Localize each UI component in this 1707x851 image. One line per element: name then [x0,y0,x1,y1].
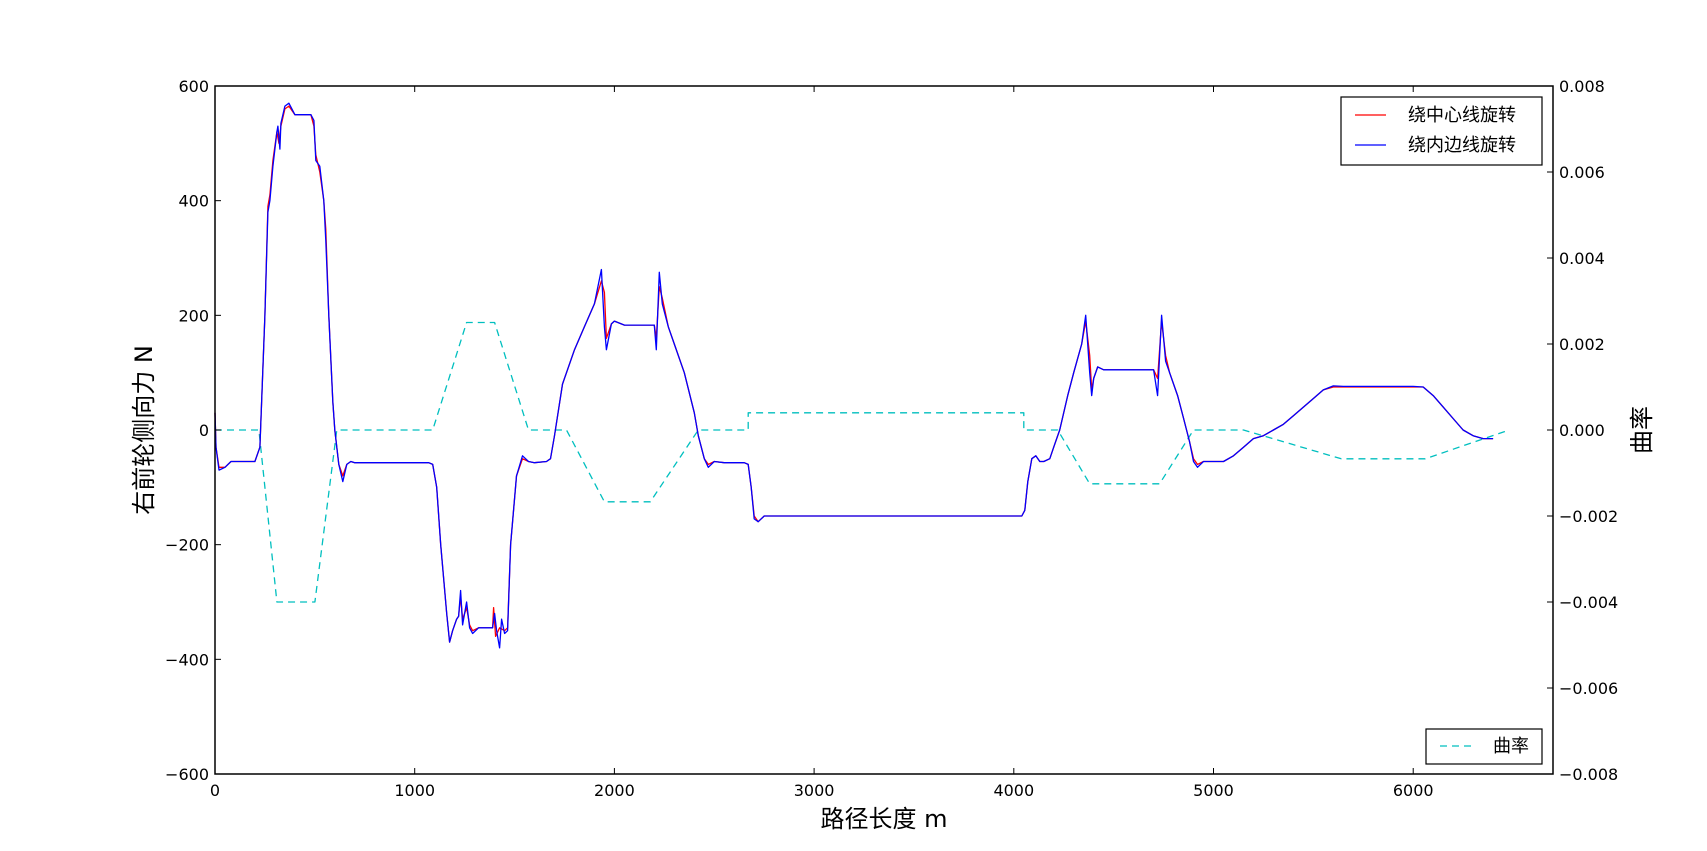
legend-label-center: 绕中心线旋转 [1408,105,1516,126]
legend-top-box [1340,96,1543,166]
x-tick-label: 2000 [594,781,635,800]
series-line-0 [214,105,1494,643]
y-tick-label: 200 [178,306,209,325]
legend-label-curvature: 曲率 [1493,736,1529,757]
y2-tick-label: −0.008 [1559,765,1618,784]
legend-top: 绕中心线旋转 绕内边线旋转 [1340,96,1543,166]
y-tick-label: −200 [165,536,209,555]
y2-tick-label: 0.006 [1559,163,1605,182]
y2-tick-label: 0.000 [1559,421,1605,440]
y2-tick-label: −0.004 [1559,593,1618,612]
legend-label-inner: 绕内边线旋转 [1408,135,1516,156]
series-line-1 [214,102,1494,649]
y2-tick-label: −0.002 [1559,507,1618,526]
plot-lines [214,102,1510,649]
y-tick-label: −400 [165,650,209,669]
x-axis-title: 路径长度 m [820,805,947,833]
legend-bottom: 曲率 [1425,728,1543,765]
x-tick-label: 0 [210,781,220,800]
y2-tick-label: 0.004 [1559,249,1605,268]
x-tick-label: 6000 [1393,781,1434,800]
y2-axis-title: 曲率 [1628,406,1656,454]
y-tick-label: 0 [199,421,209,440]
x-tick-label: 5000 [1193,781,1234,800]
x-tick-label: 4000 [993,781,1034,800]
axis-ticks: 0 1000 2000 3000 4000 5000 6000 −600 −400 −200 0 20… [165,77,1618,800]
y2-tick-label: 0.008 [1559,77,1605,96]
y-tick-label: −600 [165,765,209,784]
x-tick-label: 3000 [794,781,835,800]
y-axis-title: 右前轮侧向力 N [130,345,158,515]
y2-tick-label: 0.002 [1559,335,1605,354]
x-tick-label: 1000 [394,781,435,800]
y-tick-label: 600 [178,77,209,96]
y-tick-label: 400 [178,192,209,211]
y2-tick-label: −0.006 [1559,679,1618,698]
